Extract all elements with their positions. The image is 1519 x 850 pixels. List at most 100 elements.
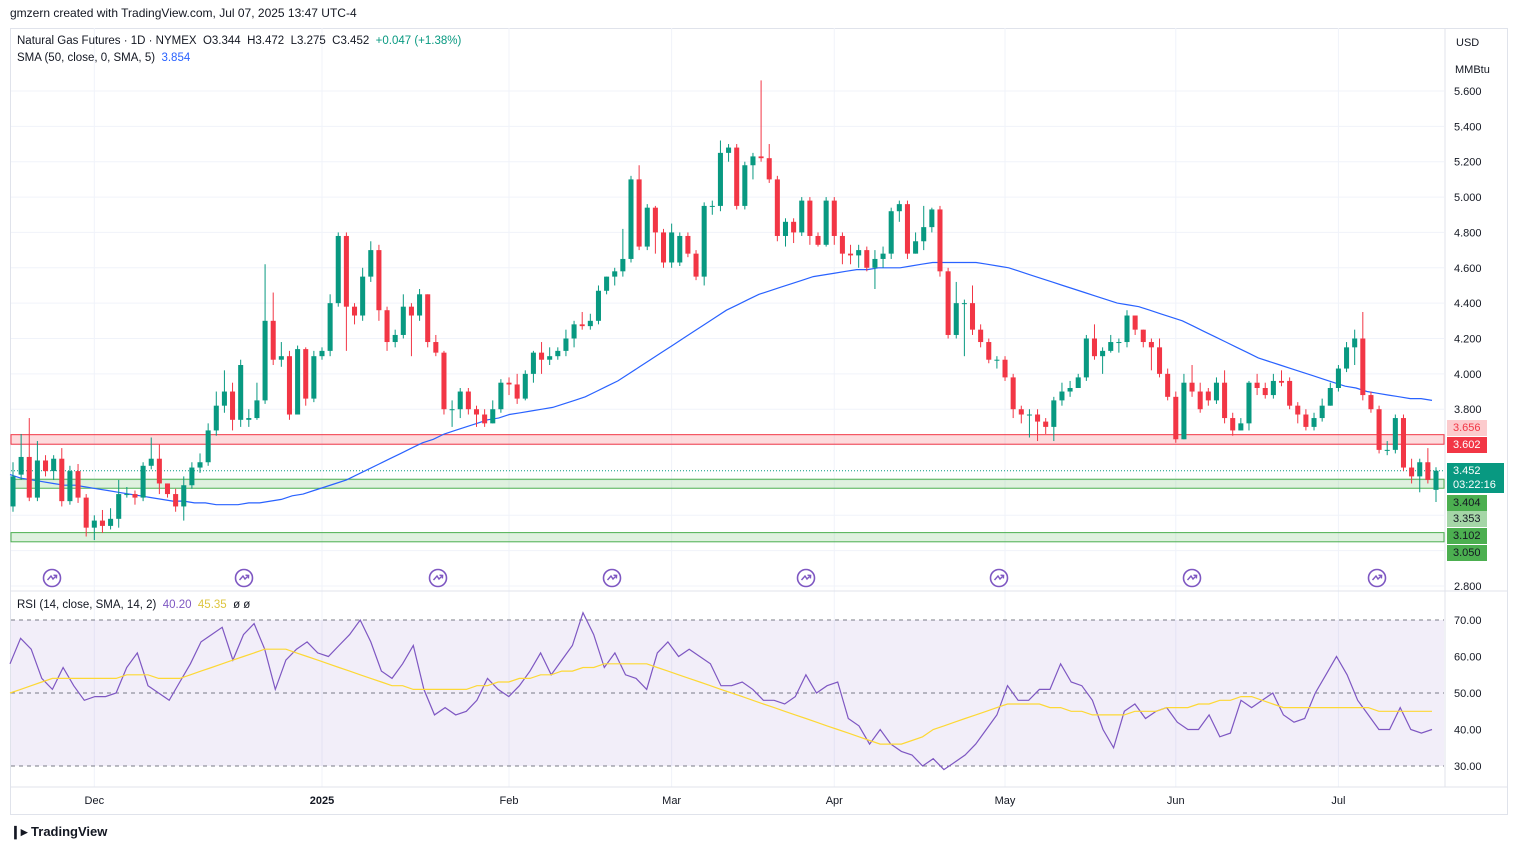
event-marker-icon[interactable] bbox=[428, 568, 448, 588]
candle-down bbox=[303, 347, 309, 406]
time-tick-label: Jul bbox=[1331, 795, 1345, 807]
candle-up bbox=[555, 347, 561, 360]
sma50-line bbox=[9, 261, 1433, 506]
candle-body bbox=[1238, 423, 1244, 431]
candle-down bbox=[848, 244, 854, 265]
candle-down bbox=[351, 303, 358, 325]
candle-body bbox=[1400, 418, 1406, 468]
candle-body bbox=[108, 518, 114, 526]
candle-body bbox=[872, 258, 878, 268]
candle-down bbox=[43, 455, 49, 477]
event-marker-icon[interactable] bbox=[1367, 568, 1387, 588]
candle-body bbox=[734, 147, 740, 206]
candle-down bbox=[384, 306, 390, 351]
candle-down bbox=[1287, 377, 1293, 410]
candle-up bbox=[522, 370, 528, 401]
zone-red-top-badge: 3.656 bbox=[1447, 420, 1487, 436]
candle-body bbox=[1303, 414, 1309, 427]
candle-up bbox=[1075, 373, 1081, 388]
candle-up bbox=[872, 250, 878, 289]
candle-body bbox=[929, 209, 935, 228]
candle-body bbox=[1132, 315, 1138, 330]
candle-up bbox=[896, 200, 902, 222]
event-marker-icon[interactable] bbox=[602, 568, 622, 588]
candle-up bbox=[490, 400, 496, 424]
candle-body bbox=[473, 409, 480, 415]
sma-line bbox=[9, 261, 1433, 506]
candle-up bbox=[742, 161, 748, 210]
candle-body bbox=[652, 207, 658, 233]
zone-green2-top-badge: 3.102 bbox=[1447, 528, 1487, 544]
candle-body bbox=[319, 350, 325, 357]
candle-up bbox=[1100, 347, 1106, 374]
candle-body bbox=[953, 303, 959, 335]
candle-body bbox=[978, 329, 984, 343]
candle-up bbox=[181, 476, 187, 521]
last-price-badge: 3.452 03:22:16 bbox=[1447, 463, 1504, 493]
high-value: H3.472 bbox=[247, 35, 285, 47]
candle-up bbox=[34, 441, 40, 502]
candle-down bbox=[807, 197, 813, 245]
event-marker-arrow bbox=[800, 574, 812, 581]
candle-body bbox=[91, 520, 97, 528]
tradingview-logo[interactable]: ❙▸ TradingView bbox=[10, 824, 107, 840]
candle-body bbox=[384, 310, 390, 343]
candle-up bbox=[213, 391, 219, 436]
candle-body bbox=[620, 258, 626, 272]
event-marker-icon[interactable] bbox=[42, 568, 62, 588]
unit-label[interactable]: MMBtu bbox=[1455, 64, 1490, 76]
candle-up bbox=[295, 345, 301, 415]
candle-up bbox=[604, 276, 610, 295]
candle-body bbox=[1327, 388, 1333, 406]
candle-body bbox=[156, 458, 162, 484]
candle-up bbox=[311, 350, 317, 403]
candle-body bbox=[376, 250, 382, 311]
candle-body bbox=[563, 338, 569, 351]
candle-body bbox=[864, 250, 870, 268]
candle-body bbox=[254, 400, 260, 419]
event-marker-icon[interactable] bbox=[796, 568, 816, 588]
candle-body bbox=[1035, 414, 1041, 422]
event-marker-arrow bbox=[993, 574, 1005, 581]
candle-down bbox=[26, 418, 32, 502]
candle-down bbox=[539, 342, 545, 374]
candle-body bbox=[848, 253, 854, 256]
candle-body bbox=[961, 303, 967, 305]
candle-up bbox=[563, 329, 569, 357]
candle-up bbox=[67, 465, 73, 505]
candle-body bbox=[856, 250, 862, 256]
candle-down bbox=[1197, 382, 1203, 413]
candle-down bbox=[1303, 409, 1309, 431]
candle-down bbox=[1222, 370, 1228, 424]
candle-down bbox=[1140, 329, 1146, 348]
candle-body bbox=[660, 232, 667, 263]
candle-down bbox=[1376, 405, 1382, 454]
candle-body bbox=[1083, 338, 1089, 378]
candle-body bbox=[10, 476, 16, 507]
candle-down bbox=[791, 218, 797, 244]
event-marker-icon[interactable] bbox=[989, 568, 1009, 588]
candle-down bbox=[1091, 324, 1098, 360]
candle-down bbox=[1002, 356, 1008, 381]
candle-body bbox=[18, 456, 24, 475]
candle-body bbox=[1181, 382, 1187, 440]
candle-body bbox=[709, 205, 715, 207]
candle-body bbox=[1010, 377, 1016, 410]
candle-down bbox=[1400, 414, 1406, 472]
open-value: O3.344 bbox=[202, 35, 241, 47]
candle-body bbox=[1026, 414, 1032, 416]
price-tick-label: 5.200 bbox=[1454, 157, 1482, 169]
event-marker-icon[interactable] bbox=[1182, 568, 1202, 588]
candle-up bbox=[1108, 334, 1114, 353]
currency-label[interactable]: USD bbox=[1456, 37, 1480, 49]
candle-down bbox=[652, 205, 658, 254]
candle-body bbox=[1409, 467, 1415, 477]
candle-body bbox=[148, 458, 154, 466]
candle-up bbox=[1181, 373, 1187, 440]
event-marker-arrow bbox=[606, 574, 618, 581]
candle-body bbox=[1091, 338, 1098, 357]
candle-down bbox=[230, 382, 236, 431]
event-marker-icon[interactable] bbox=[234, 568, 254, 588]
candle-body bbox=[677, 235, 683, 263]
